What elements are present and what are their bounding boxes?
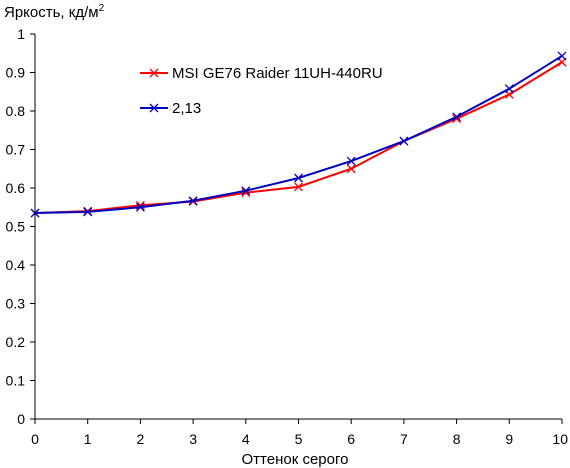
legend-label-1: MSI GE76 Raider 11UH-440RU bbox=[172, 65, 383, 82]
data-point bbox=[135, 202, 145, 212]
x-tick-label: 4 bbox=[242, 431, 250, 447]
y-tick-label: 0.9 bbox=[6, 65, 26, 81]
x-tick-label: 6 bbox=[347, 431, 355, 447]
data-point bbox=[346, 164, 356, 174]
y-tick-label: 0.2 bbox=[6, 334, 26, 350]
legend: MSI GE76 Raider 11UH-440RU 2,13 bbox=[140, 65, 383, 117]
y-tick-label: 0.8 bbox=[6, 103, 26, 119]
legend-marker-2 bbox=[149, 103, 159, 113]
y-tick-label: 0 bbox=[17, 411, 25, 427]
data-point bbox=[30, 208, 40, 218]
legend-label-2: 2,13 bbox=[172, 100, 201, 117]
data-point bbox=[294, 173, 303, 183]
y-tick-label: 0.5 bbox=[6, 219, 26, 235]
legend-marker-1 bbox=[149, 68, 159, 78]
y-axis-title-main: Яркость, кд/м bbox=[4, 4, 99, 21]
series-line-1 bbox=[34, 61, 563, 215]
y-axis-title: Яркость, кд/м2 bbox=[4, 3, 105, 21]
y-tick-label: 0.1 bbox=[6, 373, 26, 389]
y-tick-label: 0.4 bbox=[6, 257, 26, 273]
data-point bbox=[557, 51, 567, 61]
data-point bbox=[346, 156, 356, 166]
x-axis-title: Оттенок серого bbox=[242, 451, 349, 468]
x-tick-label: 2 bbox=[137, 431, 145, 447]
x-tick-label: 3 bbox=[189, 431, 197, 447]
x-tick-label: 5 bbox=[295, 431, 303, 447]
data-point bbox=[241, 186, 251, 196]
x-tick-label: 1 bbox=[84, 431, 92, 447]
x-tick-label: 8 bbox=[453, 431, 461, 447]
x-tick-label: 10 bbox=[552, 431, 568, 447]
data-point bbox=[504, 84, 514, 94]
x-tick-label: 0 bbox=[31, 431, 39, 447]
data-point bbox=[83, 207, 93, 217]
data-point bbox=[452, 112, 462, 122]
data-point bbox=[294, 182, 303, 192]
data-point bbox=[399, 136, 409, 146]
y-tick-label: 0.7 bbox=[6, 142, 26, 158]
x-tick-label: 7 bbox=[400, 431, 408, 447]
axes: 00.10.20.30.40.50.60.70.80.910 1 2 3 4 5 6 7 8 9 1… bbox=[6, 26, 569, 447]
data-point bbox=[188, 196, 198, 206]
x-tick-label: 9 bbox=[505, 431, 513, 447]
series-group bbox=[30, 51, 567, 218]
y-axis-title-superscript: 2 bbox=[99, 3, 105, 14]
y-tick-label: 1 bbox=[17, 26, 25, 42]
y-tick-label: 0.6 bbox=[6, 180, 26, 196]
y-tick-label: 0.3 bbox=[6, 296, 26, 312]
